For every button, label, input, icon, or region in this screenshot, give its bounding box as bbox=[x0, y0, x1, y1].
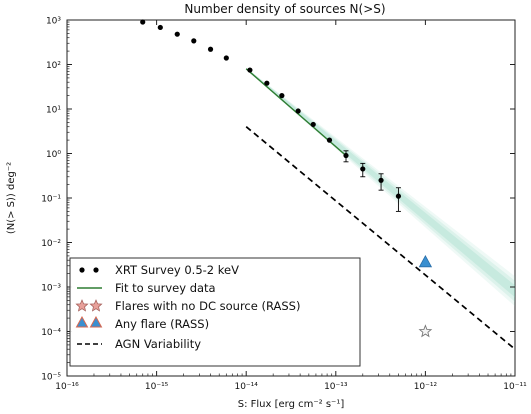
legend-entry-any-flare: Any flare (RASS) bbox=[75, 315, 209, 331]
survey-data-point bbox=[140, 19, 146, 25]
survey-data-point bbox=[360, 166, 366, 172]
x-axis-label: S: Flux [erg cm⁻² s⁻¹] bbox=[238, 399, 345, 410]
legend-marker-dot bbox=[79, 267, 85, 273]
flare-no-dc-star bbox=[418, 324, 433, 338]
survey-data-point bbox=[157, 24, 163, 31]
series-points bbox=[140, 19, 433, 338]
survey-data-point bbox=[223, 55, 229, 61]
legend-marker-triangle bbox=[75, 315, 89, 328]
survey-data-point bbox=[207, 46, 214, 52]
y-axis-label: (N(> S)) deg⁻² bbox=[6, 162, 17, 234]
x-tick-label: 10⁻¹⁴ bbox=[234, 382, 258, 392]
y-tick-label: 10³ bbox=[46, 17, 61, 27]
survey-data-point bbox=[310, 121, 316, 128]
chart-title: Number density of sources N(>S) bbox=[184, 2, 385, 16]
legend-entry-xrt-survey: XRT Survey 0.5-2 keV bbox=[79, 263, 239, 277]
legend-label: Flares with no DC source (RASS) bbox=[115, 299, 300, 313]
y-tick-label: 10⁰ bbox=[46, 150, 61, 160]
y-tick-label: 10⁻³ bbox=[41, 284, 61, 294]
any-flare-triangle bbox=[418, 254, 433, 268]
y-tick-label: 10⁻⁵ bbox=[41, 373, 61, 383]
x-tick-label: 10⁻¹² bbox=[414, 382, 438, 392]
y-tick-label: 10¹ bbox=[46, 106, 61, 116]
survey-data-point bbox=[343, 152, 349, 159]
survey-data-point bbox=[264, 80, 270, 86]
legend-marker-star bbox=[75, 299, 89, 312]
legend-box bbox=[69, 257, 361, 367]
legend-label: Any flare (RASS) bbox=[115, 317, 209, 331]
legend-marker-star bbox=[89, 299, 103, 312]
legend-label: Fit to survey data bbox=[115, 281, 216, 295]
survey-data-point bbox=[191, 38, 197, 44]
x-tick-label: 10⁻¹⁵ bbox=[145, 382, 169, 392]
legend-marker-dot bbox=[93, 267, 99, 273]
x-tick-label: 10⁻¹⁶ bbox=[55, 382, 79, 392]
x-axis-ticks: 10⁻¹⁶ 10⁻¹⁵ 10⁻¹⁴ 10⁻¹³ 10⁻¹² 10⁻¹¹ bbox=[55, 20, 527, 392]
y-tick-label: 10⁻¹ bbox=[41, 195, 61, 205]
y-tick-label: 10⁻² bbox=[41, 239, 61, 249]
legend: XRT Survey 0.5-2 keV Fit to survey data … bbox=[69, 257, 361, 367]
legend-entry-fit: Fit to survey data bbox=[77, 281, 216, 295]
survey-data-point bbox=[247, 67, 253, 73]
x-tick-label: 10⁻¹³ bbox=[324, 382, 348, 392]
survey-data-point bbox=[279, 93, 285, 99]
survey-data-point bbox=[174, 31, 180, 37]
y-tick-label: 10⁻⁴ bbox=[41, 328, 61, 338]
survey-data-point bbox=[326, 137, 333, 143]
legend-entry-agn-variability: AGN Variability bbox=[77, 337, 201, 351]
legend-label: AGN Variability bbox=[115, 337, 201, 351]
x-tick-label: 10⁻¹¹ bbox=[503, 382, 527, 392]
survey-data-point bbox=[395, 193, 402, 199]
agn-variability-line bbox=[245, 126, 516, 350]
legend-entry-flares-no-dc: Flares with no DC source (RASS) bbox=[75, 299, 300, 313]
survey-data-point bbox=[295, 108, 301, 114]
legend-label: XRT Survey 0.5-2 keV bbox=[115, 263, 239, 277]
legend-marker-triangle bbox=[89, 315, 103, 328]
y-tick-label: 10² bbox=[46, 61, 61, 71]
survey-data-point bbox=[378, 177, 384, 183]
